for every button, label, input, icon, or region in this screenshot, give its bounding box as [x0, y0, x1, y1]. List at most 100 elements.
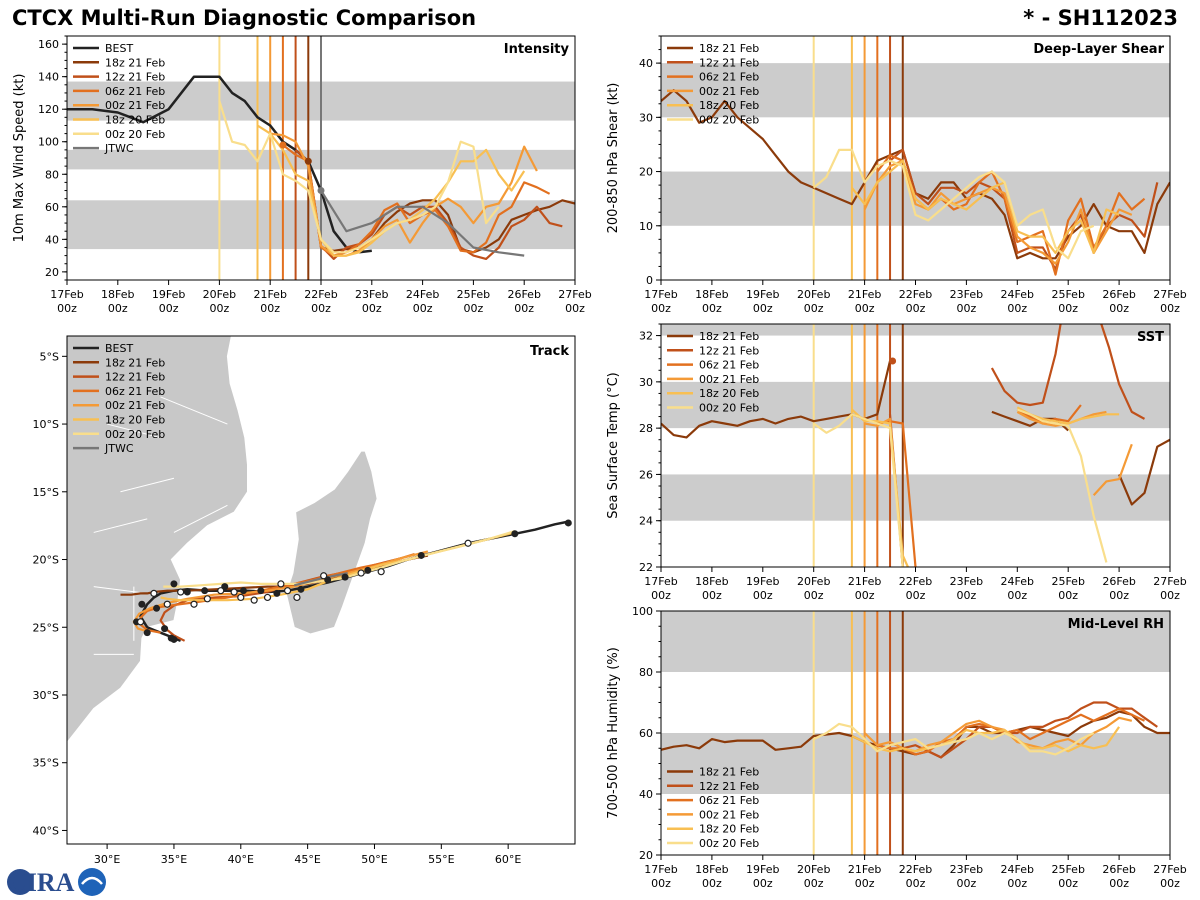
x-tick-label: 22Feb: [899, 575, 932, 588]
shear-plot-area: [661, 36, 1170, 280]
x-tick-label: 00z: [1007, 302, 1027, 315]
logo-text: CIRA: [8, 868, 75, 897]
y-axis-label: 700-500 hPa Humidity (%): [606, 647, 621, 819]
x-tick-label: 20Feb: [797, 863, 830, 876]
x-tick-label: 00z: [1007, 877, 1027, 890]
track-point: [150, 589, 158, 597]
x-tick-label: 18Feb: [695, 288, 728, 301]
legend-label: 18z 20 Feb: [699, 387, 759, 400]
x-tick-label: 21Feb: [848, 288, 881, 301]
legend-label: 06z 21 Feb: [105, 85, 165, 98]
x-tick-label: 00z: [906, 302, 926, 315]
legend-label: 18z 21 Feb: [699, 766, 759, 779]
x-tick-label: 25Feb: [1051, 288, 1084, 301]
shear-panel: 01020304017Feb00z18Feb00z19Feb00z20Feb00…: [606, 35, 1187, 315]
intensity-panel: 2040608010012014016017Feb00z18Feb00z19Fe…: [12, 35, 592, 315]
x-tick-label: 00z: [1109, 877, 1129, 890]
x-tick-label: 00z: [57, 302, 77, 315]
y-tick-label: 30: [639, 376, 653, 389]
x-tick-label: 17Feb: [50, 288, 83, 301]
y-axis-label: Sea Surface Temp (°C): [606, 372, 621, 519]
y-tick-label: 20: [639, 849, 653, 862]
y-tick-label: 22: [639, 561, 653, 574]
x-tick-label: 00z: [651, 589, 671, 602]
series-line: [851, 726, 1121, 753]
page-title: CTCX Multi-Run Diagnostic Comparison: [12, 6, 477, 30]
x-tick-label: 26Feb: [1102, 575, 1135, 588]
y-tick-label: 30°S: [33, 689, 59, 702]
x-tick-label: 24Feb: [406, 288, 439, 301]
x-tick-label: 00z: [1160, 877, 1180, 890]
x-tick-label: 00z: [957, 877, 977, 890]
track-map-area: [67, 336, 575, 844]
track-panel: 30°E 35°E 40°E 45°E 50°E 55°E 60°E 5°S 10°S 15°S 2…: [33, 335, 576, 866]
x-tick-label: 00z: [804, 302, 824, 315]
track-point: [464, 539, 472, 547]
best-track-point: [170, 635, 178, 643]
best-track-point: [183, 588, 191, 596]
best-track-point: [143, 629, 151, 637]
best-track-point: [511, 530, 519, 538]
series-line: [1016, 408, 1108, 563]
x-tick-label: 00z: [855, 589, 875, 602]
x-tick-label: 22Feb: [899, 288, 932, 301]
x-tick-label: 00z: [1007, 589, 1027, 602]
y-tick-label: 120: [38, 103, 59, 116]
y-tick-label: 100: [632, 605, 653, 618]
legend-label: JTWC: [104, 142, 134, 155]
series-line: [1118, 438, 1170, 506]
legend-label: 00z 20 Feb: [105, 428, 165, 441]
border-line: [120, 477, 175, 493]
legend-label: 18z 21 Feb: [105, 56, 165, 69]
x-tick-label: 00z: [804, 877, 824, 890]
x-tick-label: 21Feb: [848, 863, 881, 876]
legend-label: 00z 20 Feb: [105, 128, 165, 141]
x-tick-label: 00z: [362, 302, 382, 315]
x-tick-label: 00z: [957, 589, 977, 602]
x-tick-label: 00z: [1058, 302, 1078, 315]
best-track-point: [153, 604, 161, 612]
legend-label: 18z 20 Feb: [105, 414, 165, 427]
x-tick-label: 24Feb: [1001, 575, 1034, 588]
track-line: [294, 572, 348, 587]
legend-label: 00z 21 Feb: [699, 808, 759, 821]
x-tick-label: 00z: [906, 877, 926, 890]
series-line: [1016, 404, 1082, 425]
y-tick-label: 160: [38, 38, 59, 51]
x-tick-label: 18Feb: [101, 288, 134, 301]
track-point: [230, 588, 238, 596]
y-tick-label: 25°S: [33, 621, 59, 634]
series-line: [320, 189, 525, 257]
x-tick-label: 00z: [906, 589, 926, 602]
track-line: [163, 530, 516, 588]
x-tick-label: 19Feb: [746, 575, 779, 588]
x-tick-label: 00z: [855, 302, 875, 315]
x-tick-label: 60°E: [495, 853, 521, 866]
y-tick-label: 40°S: [33, 824, 59, 837]
legend-label: 00z 20 Feb: [699, 402, 759, 415]
series-line: [218, 100, 500, 254]
series-line: [889, 701, 1158, 759]
x-tick-label: 00z: [753, 877, 773, 890]
track-point: [163, 600, 171, 608]
x-tick-label: 35°E: [161, 853, 187, 866]
x-tick-label: 25Feb: [1051, 575, 1084, 588]
x-tick-label: 27Feb: [1153, 863, 1186, 876]
sst-plot-area: [661, 324, 1170, 567]
x-tick-label: 25Feb: [457, 288, 490, 301]
border-line: [106, 423, 161, 439]
panel-title: SST: [1137, 330, 1164, 345]
x-tick-label: 27Feb: [1153, 575, 1186, 588]
best-track-point: [201, 587, 209, 595]
legend-label: 06z 21 Feb: [699, 359, 759, 372]
x-tick-label: 20Feb: [203, 288, 236, 301]
x-tick-label: 00z: [651, 877, 671, 890]
x-tick-label: 18Feb: [695, 863, 728, 876]
track-point: [190, 600, 198, 608]
track-point: [250, 596, 258, 604]
x-tick-label: 00z: [804, 589, 824, 602]
legend-label: 18z 21 Feb: [699, 42, 759, 55]
track-point: [263, 593, 272, 602]
border-line: [93, 518, 148, 533]
y-tick-label: 35°S: [33, 757, 59, 770]
